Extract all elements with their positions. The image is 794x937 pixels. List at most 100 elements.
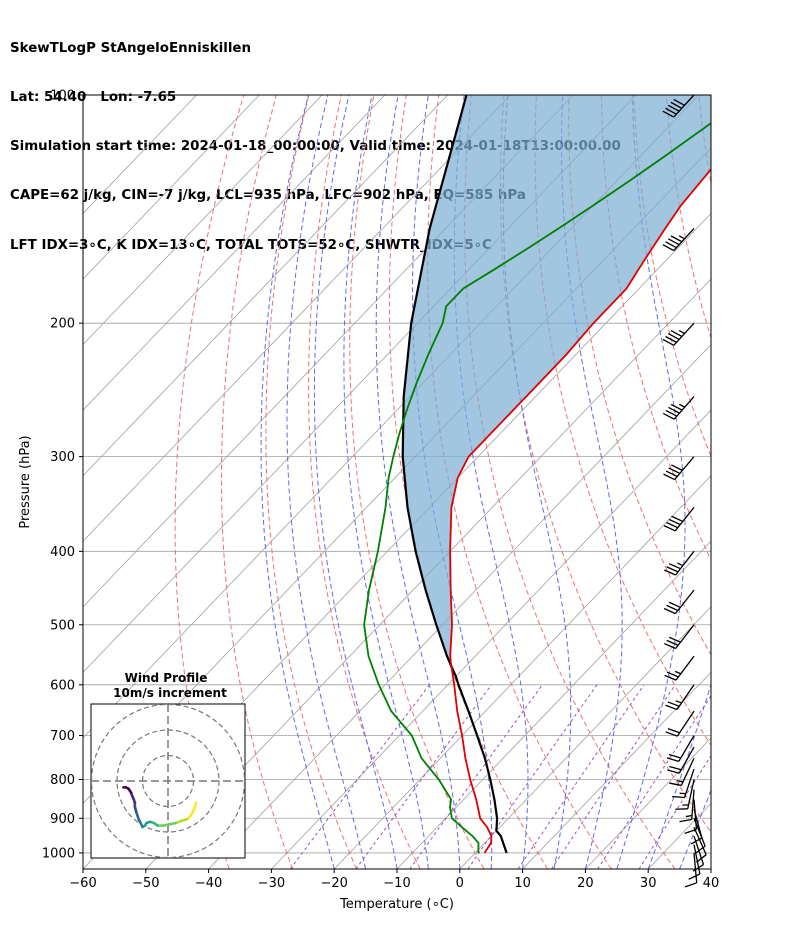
dry-adiabat: [764, 95, 794, 869]
barb-flag: [688, 873, 701, 880]
x-axis-ticks: −60 −50 −40 −30 −20 −10 0 10 20 30 40: [69, 869, 719, 891]
dry-adiabat: [308, 95, 421, 869]
barb-flag: [671, 515, 684, 523]
dry-adiabat: [731, 95, 794, 869]
wind-barb: [664, 655, 695, 681]
isotherm-line: [333, 475, 711, 869]
mixing-ratio-line: [517, 684, 645, 869]
dry-adiabat: [349, 95, 485, 869]
wind-barb: [662, 228, 695, 252]
y-tick-label: 900: [50, 812, 75, 827]
barb-flag: [662, 110, 675, 118]
mixing-ratio-line: [467, 684, 598, 869]
parcel-line: [401, 95, 508, 854]
barb-flag: [662, 412, 675, 420]
barb-flag: [664, 569, 676, 576]
moist-adiabat: [286, 95, 367, 869]
x-tick-label: 10: [514, 876, 531, 891]
moist-adiabat: [560, 95, 623, 869]
barb-flag: [670, 403, 683, 411]
barb-flag: [669, 765, 682, 771]
dry-adiabat: [665, 95, 711, 340]
barb-flag: [665, 107, 677, 115]
barb-half-flag: [675, 700, 682, 704]
dry-adiabat: [534, 95, 711, 747]
barb-staff: [693, 799, 698, 830]
barb-half-flag: [674, 670, 682, 675]
x-tick-label: −50: [132, 876, 159, 891]
barb-flag: [664, 642, 676, 650]
barb-flag: [667, 104, 680, 112]
hodograph-title: Wind Profile: [125, 671, 208, 685]
y-tick-label: 400: [50, 545, 75, 560]
barb-flag: [671, 464, 683, 471]
barb-half-flag: [678, 330, 685, 335]
wind-barb: [665, 684, 695, 711]
barb-staff: [678, 746, 695, 774]
barb-half-flag: [685, 814, 693, 818]
cape-area: [402, 95, 711, 677]
wind-barb: [672, 768, 695, 799]
dry-adiabat: [698, 95, 711, 187]
x-tick-label: −30: [258, 876, 285, 891]
barb-flag: [666, 604, 679, 612]
wind-barb: [693, 827, 707, 863]
wind-barb: [662, 94, 695, 118]
barb-flag: [684, 882, 697, 888]
barb-flag: [665, 704, 678, 711]
barb-flag: [665, 241, 677, 249]
barb-flag: [665, 731, 678, 737]
barb-flag: [684, 828, 697, 834]
isotherm-line: [83, 95, 323, 346]
isotherm-line: [396, 540, 711, 869]
barb-flag: [694, 845, 706, 854]
barb-flag: [662, 244, 675, 252]
barb-flag: [667, 769, 680, 774]
barb-flag: [692, 863, 704, 872]
barb-flag: [665, 470, 678, 478]
mixing-ratio-line: [289, 684, 430, 869]
barb-staff: [676, 710, 695, 737]
moist-adiabat: [343, 95, 429, 869]
barb-flag: [668, 467, 681, 475]
barb-flag: [679, 818, 692, 823]
dry-adiabat: [633, 95, 711, 458]
barb-flag: [667, 701, 680, 707]
barb-staff: [673, 322, 695, 346]
barb-flag: [666, 757, 679, 763]
barb-flag: [663, 525, 676, 532]
barb-staff: [675, 624, 695, 649]
y-tick-label: 100: [50, 89, 75, 104]
barb-half-flag: [678, 403, 686, 408]
wind-barb: [663, 589, 695, 615]
barb-flag: [673, 98, 685, 106]
wind-barb: [666, 735, 695, 763]
barb-staff: [674, 589, 695, 615]
x-tick-label: −60: [69, 876, 96, 891]
barb-flag: [664, 674, 677, 681]
barb-flag: [690, 837, 703, 845]
cape-fill: [402, 95, 711, 677]
barb-flag: [672, 795, 685, 799]
y-tick-label: 1000: [42, 846, 75, 861]
x-tick-label: −10: [383, 876, 410, 891]
barb-staff: [674, 506, 695, 532]
barb-flag: [670, 330, 683, 338]
isotherm-line: [585, 737, 711, 869]
y-tick-label: 800: [50, 773, 75, 788]
mixing-ratio-lines: [289, 684, 711, 869]
barb-flag: [667, 332, 680, 340]
isotherm-line: [271, 409, 711, 869]
barb-staff: [687, 779, 695, 809]
barb-flag: [668, 518, 681, 526]
barb-staff: [683, 768, 695, 798]
y-axis-label: Pressure (hPa): [18, 435, 33, 528]
barb-flag: [666, 671, 679, 678]
isotherm-line: [459, 606, 711, 869]
wind-barb: [663, 456, 695, 481]
temperature-line: [449, 167, 711, 854]
hodograph-segment: [189, 806, 197, 817]
isotherm-line: [710, 868, 711, 869]
dewpoint-line: [363, 121, 711, 853]
